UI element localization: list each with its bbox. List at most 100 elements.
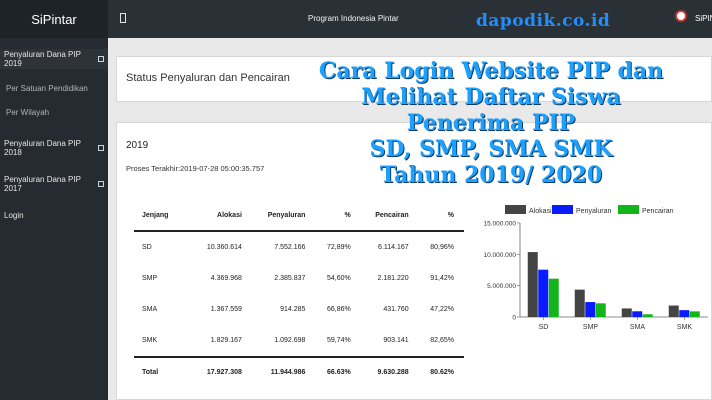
- table-cell: Total: [134, 356, 192, 387]
- sidebar: SiPintar Penyaluran Dana PIP 2019 Per Sa…: [0, 0, 108, 400]
- legend-swatch: [552, 205, 573, 214]
- col-penyaluran: Penyaluran: [251, 200, 316, 232]
- sidebar-item-pip-2017[interactable]: Penyaluran Dana PIP 2017: [0, 175, 108, 193]
- table-cell: 4.369.968: [210, 275, 242, 282]
- status-panel: [116, 56, 712, 102]
- table-cell: 91,42%: [430, 275, 454, 282]
- table-cell: 7.552.166: [274, 244, 306, 251]
- legend-swatch: [618, 205, 639, 214]
- bar-sd-pencairan: [548, 278, 559, 317]
- table-cell: 80.62%: [418, 356, 464, 387]
- bar-sma-alokasi: [621, 308, 632, 317]
- legend-label: Alokasi: [529, 208, 552, 215]
- x-tick-label: SMA: [630, 324, 646, 331]
- page-title: Status Penyaluran dan Pencairan: [126, 72, 290, 84]
- brand-logo[interactable]: SiPintar: [0, 0, 108, 38]
- content-panel: [116, 122, 712, 400]
- y-tick-label: 10.000.000: [483, 252, 516, 259]
- col-pencairan: Pencairan: [360, 200, 419, 232]
- last-process-time: Proses Terakhir:2019-07-28 05:00:35.757: [126, 164, 265, 173]
- table-cell: 80,96%: [430, 244, 454, 251]
- table-cell: 66,86%: [326, 306, 351, 313]
- table-row: SMP 4.369.968 2.385.837 54,60% 2.181.220…: [134, 263, 464, 294]
- bar-smp-penyaluran: [585, 302, 596, 317]
- bar-sd-alokasi: [527, 252, 538, 317]
- overlay-title-line-1: Cara Login Website PIP dan: [318, 58, 664, 84]
- table-cell: 903.141: [383, 337, 409, 344]
- col-jenjang: Jenjang: [134, 200, 192, 232]
- table-cell: 47,22%: [430, 306, 454, 313]
- sidebar-item-login[interactable]: Login: [0, 211, 28, 220]
- table-cell: 10.360.614: [206, 244, 242, 251]
- expand-icon: [98, 145, 104, 151]
- table-cell: 9.630.288: [360, 356, 419, 387]
- sidebar-item-pip-2018[interactable]: Penyaluran Dana PIP 2018: [0, 139, 108, 157]
- table-cell: 1.367.559: [210, 306, 242, 313]
- y-tick-label: 15.000.000: [483, 221, 516, 228]
- table-row: SD 10.360.614 7.552.166 72,89% 6.114.167…: [134, 231, 464, 263]
- table-cell: 82,65%: [430, 337, 454, 344]
- overlay-title-line-5: Tahun 2019/ 2020: [379, 162, 603, 188]
- collapse-icon: [98, 56, 104, 62]
- top-bar: Program Indonesia Pintar dapodik.co.id S…: [108, 0, 712, 38]
- table-cell: 54,60%: [326, 275, 351, 282]
- sidebar-item-label: Penyaluran Dana PIP 2018: [4, 139, 81, 157]
- summary-table: Jenjang Alokasi Penyaluran % Pencairan %…: [134, 200, 464, 387]
- table-total-row: Total 17.927.308 11.944.986 66.63% 9.630…: [134, 356, 464, 387]
- sidebar-item-label: Penyaluran Dana PIP 2019: [4, 50, 81, 68]
- bar-smp-pencairan: [595, 303, 606, 317]
- legend-label: Pencairan: [642, 208, 674, 215]
- overlay-title-line-3: Penerima PIP: [406, 110, 576, 136]
- table-cell: 1.092.698: [274, 337, 306, 344]
- table-cell: 72,89%: [326, 244, 351, 251]
- x-tick-label: SMP: [583, 324, 599, 331]
- table-cell: 66.63%: [315, 356, 361, 387]
- table-cell: SD: [142, 244, 152, 251]
- table-cell: 59,74%: [326, 337, 351, 344]
- table-cell: 914.285: [280, 306, 306, 313]
- bar-sd-penyaluran: [538, 269, 549, 317]
- sidebar-subitem-wilayah[interactable]: Per Wilayah: [6, 108, 50, 117]
- table-cell: 17.927.308: [191, 356, 252, 387]
- table-cell: 431.760: [383, 306, 409, 313]
- sidebar-item-pip-2019[interactable]: Penyaluran Dana PIP 2019: [0, 49, 108, 69]
- table-cell: 2.385.837: [274, 275, 306, 282]
- bar-smp-alokasi: [574, 289, 585, 317]
- expand-icon: [98, 181, 104, 187]
- watermark: dapodik.co.id: [476, 11, 611, 31]
- x-tick-label: SD: [539, 324, 549, 331]
- y-tick-label: 5.000.000: [487, 283, 516, 290]
- user-logo-icon[interactable]: [675, 10, 687, 22]
- table-cell: 1.829.167: [210, 337, 242, 344]
- col-alokasi: Alokasi: [191, 200, 252, 232]
- user-name[interactable]: SiPIN: [695, 14, 712, 23]
- bar-chart: Alokasi Penyaluran Pencairan 0 5.000.000 10.0…: [483, 205, 708, 331]
- program-title: Program Indonesia Pintar: [308, 14, 399, 23]
- legend-swatch: [505, 205, 526, 214]
- x-tick-label: SMK: [677, 324, 693, 331]
- table-cell: SMP: [142, 275, 158, 282]
- menu-toggle-icon[interactable]: [120, 13, 126, 23]
- sidebar-subitem-satuan-pendidikan[interactable]: Per Satuan Pendidikan: [6, 84, 88, 93]
- overlay-title-line-2: Melihat Daftar Siswa: [361, 84, 621, 110]
- bar-smk-pencairan: [689, 311, 700, 317]
- bar-smk-penyaluran: [679, 310, 690, 317]
- bar-sma-penyaluran: [632, 311, 643, 317]
- bar-sma-pencairan: [642, 314, 653, 317]
- table-cell: SMK: [142, 337, 158, 344]
- legend-label: Penyaluran: [576, 208, 612, 215]
- table-cell: 6.114.167: [378, 244, 409, 251]
- col-percent-penyaluran: %: [315, 200, 361, 232]
- table-header-row: Jenjang Alokasi Penyaluran % Pencairan %: [134, 200, 464, 232]
- bar-smk-alokasi: [668, 305, 679, 317]
- sidebar-item-label: Login: [4, 211, 24, 220]
- table-cell: SMA: [142, 306, 158, 313]
- year-label: 2019: [126, 140, 149, 151]
- table-cell: 11.944.986: [251, 356, 316, 387]
- sidebar-item-label: Penyaluran Dana PIP 2017: [4, 175, 81, 193]
- overlay-title-line-4: SD, SMP, SMA SMK: [369, 136, 613, 162]
- col-percent-pencairan: %: [418, 200, 464, 232]
- y-tick-label: 0: [512, 315, 516, 322]
- table-cell: 2.181.220: [377, 275, 409, 282]
- table-row: SMA 1.367.559 914.285 66,86% 431.760 47,…: [134, 294, 464, 325]
